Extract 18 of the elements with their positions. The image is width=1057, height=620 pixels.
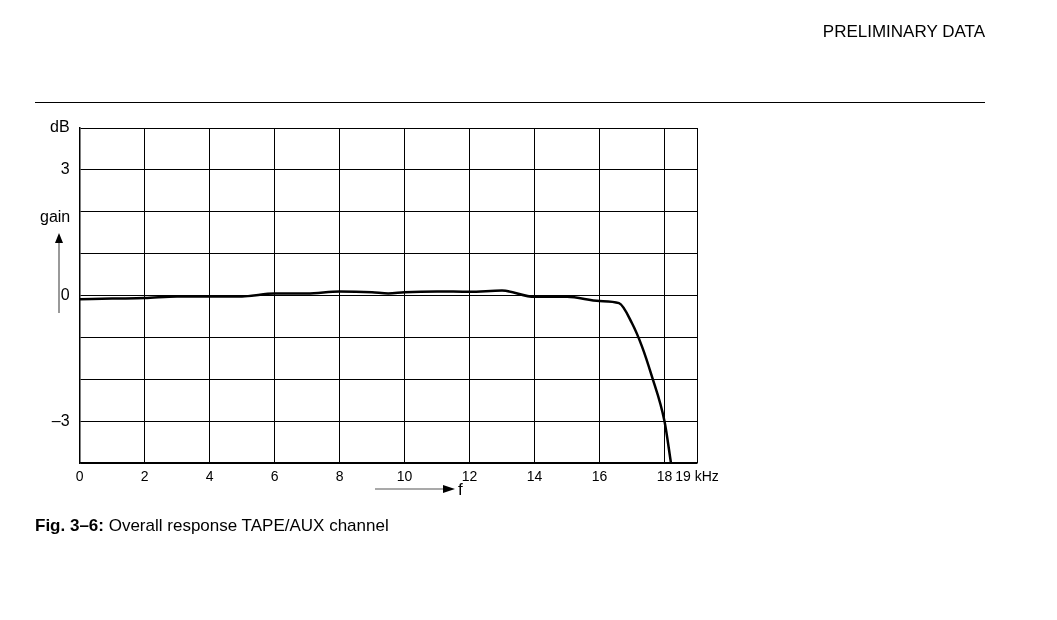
text: PRELIMINARY DATA [822, 22, 985, 42]
x-tick-label: 18 [656, 468, 673, 485]
y-axis-title: gain [40, 208, 71, 226]
x-tick-label: 10 [396, 468, 413, 485]
x-tick-label: 14 [526, 468, 543, 485]
x-tick-label: 19 kHz [675, 468, 719, 485]
x-tick-label: 8 [335, 468, 344, 485]
x-tick-label: 2 [140, 468, 149, 485]
caption: Fig. 3–6: Overall response TAPE/AUX channel [35, 516, 389, 536]
y-tick-label: 3 [60, 160, 70, 178]
y-tick-label: –3 [51, 411, 70, 429]
y-tick-label: 0 [60, 286, 70, 304]
x-tick-label: 6 [270, 468, 279, 485]
x-tick-label: 16 [591, 468, 608, 485]
x-tick-label: 4 [205, 468, 214, 485]
y-tick-label: dB [49, 118, 70, 136]
x-tick-label: 0 [75, 468, 84, 485]
x-axis-title: f [458, 480, 463, 500]
